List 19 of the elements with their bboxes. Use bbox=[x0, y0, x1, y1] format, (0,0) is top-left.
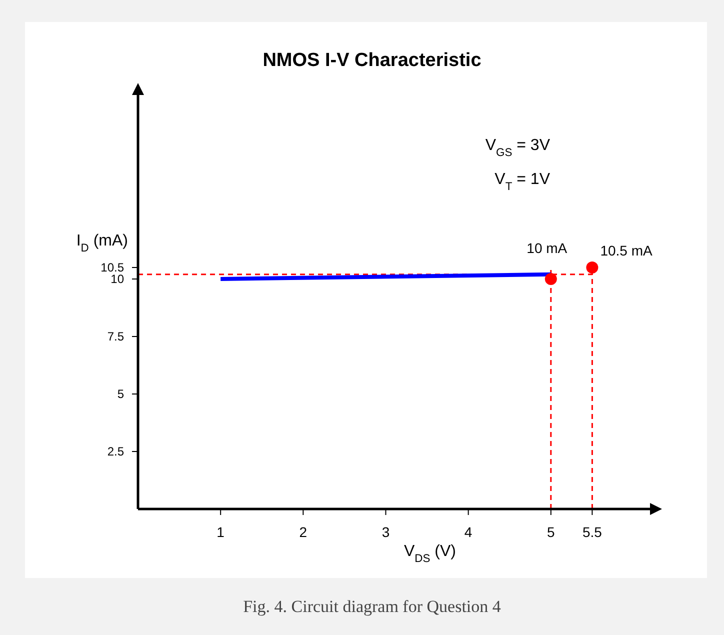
x-tick-label: 1 bbox=[216, 524, 225, 540]
caption: Fig. 4. Circuit diagram for Question 4 bbox=[243, 597, 502, 616]
y-axis-title: I$_{D}$ (mA) bbox=[76, 232, 128, 254]
y-tick-label: 10 bbox=[110, 272, 124, 286]
y-tick-label: 5 bbox=[117, 387, 124, 402]
y-tick-label: 7.5 bbox=[107, 330, 124, 344]
x-tick-label: 5 bbox=[547, 524, 556, 540]
x-tick-label: 2 bbox=[299, 524, 308, 540]
y-tick-label: 10.5 bbox=[100, 260, 124, 275]
x-tick-label: 5.5 bbox=[582, 524, 602, 540]
data-label: 10 mA bbox=[526, 240, 568, 256]
x-tick-label: 3 bbox=[382, 524, 390, 540]
y-tick-label: 2.5 bbox=[107, 444, 124, 459]
data-label: 10.5 mA bbox=[600, 242, 653, 258]
x-axis-title: V$_{DS}$ (V) bbox=[404, 543, 456, 565]
x-tick-label: 4 bbox=[464, 524, 472, 540]
chart-title: NMOS I-V Characteristic bbox=[262, 50, 482, 71]
annotation: V$_{T}$ = 1V bbox=[494, 171, 550, 193]
annotation: V$_{GS}$ = 3V bbox=[485, 137, 550, 159]
